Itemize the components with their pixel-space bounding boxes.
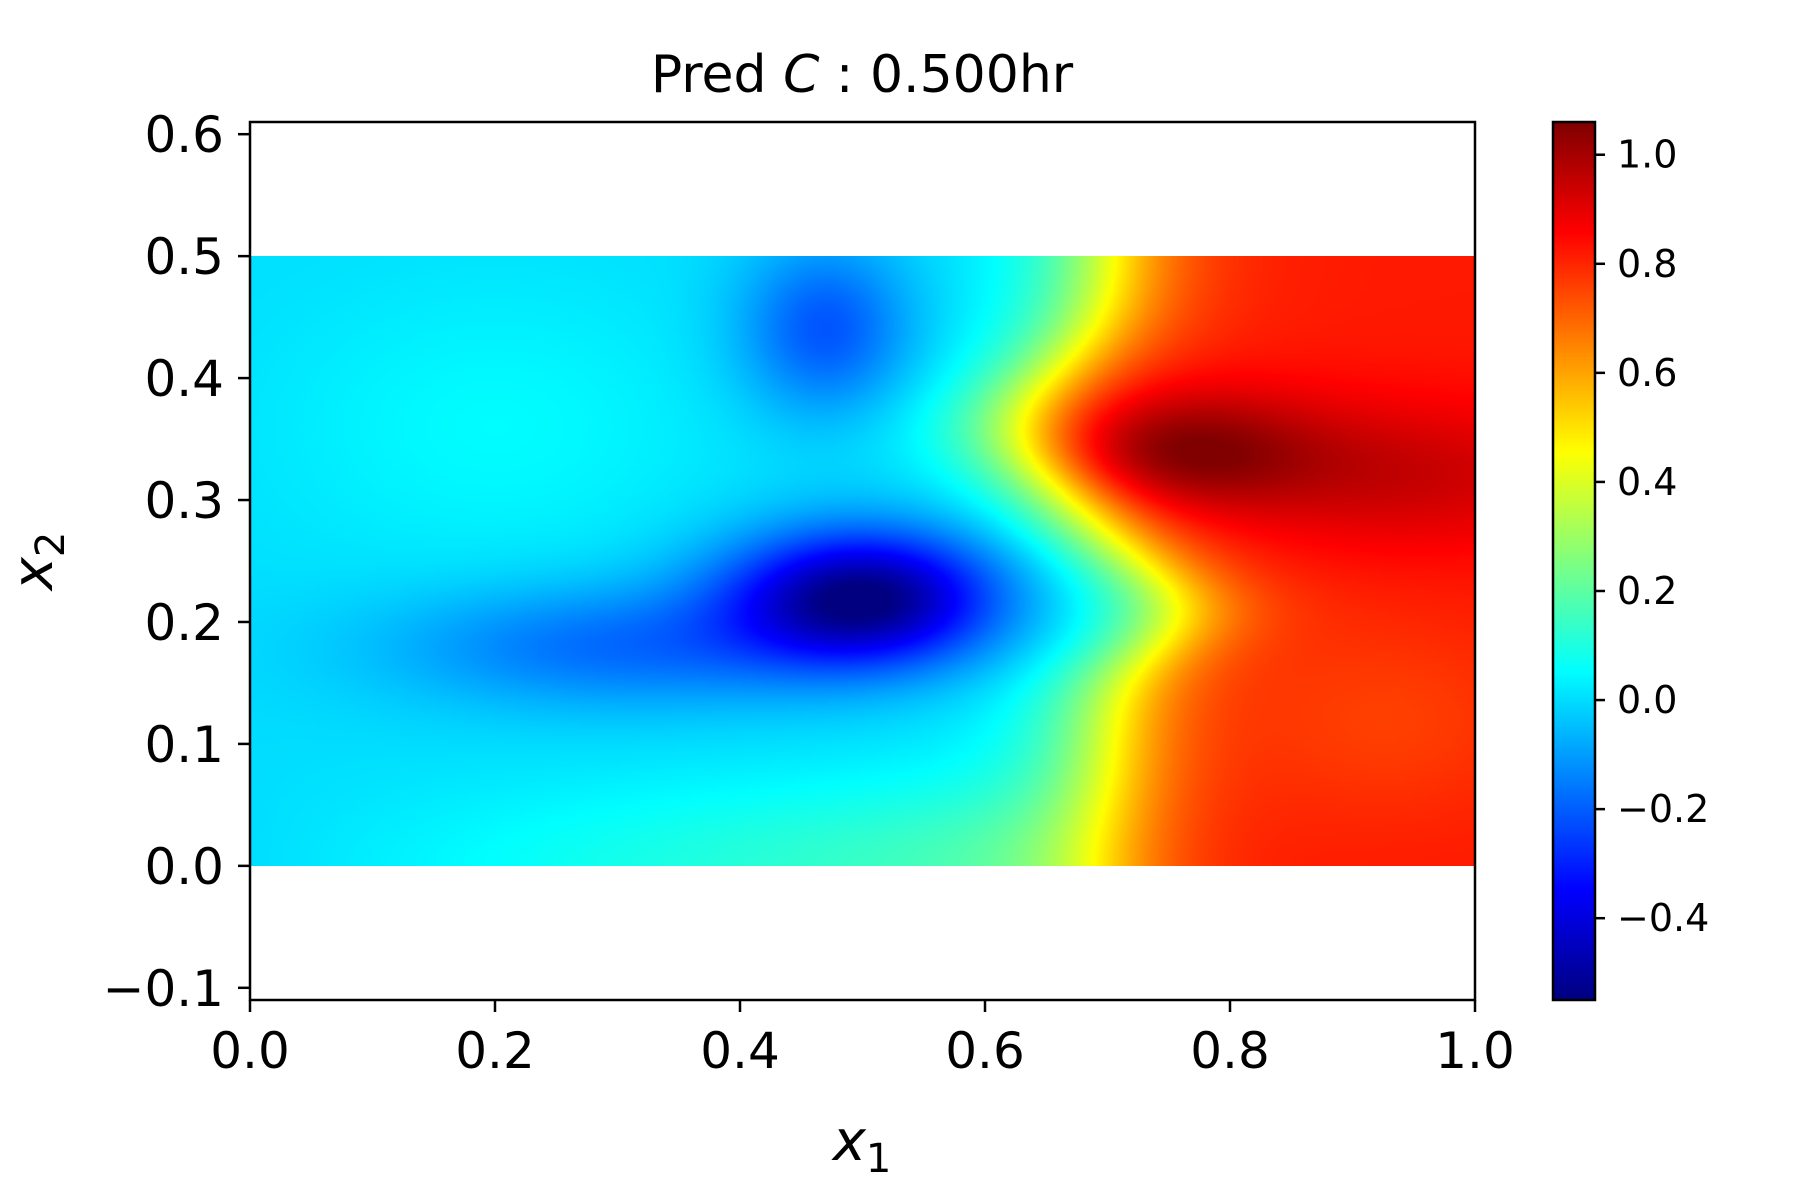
y-tick-label: 0.3 [144,472,224,530]
heatmap-field [250,256,1475,866]
x-tick-label: 0.0 [210,1022,290,1080]
x-tick-label: 0.6 [945,1022,1025,1080]
y-tick-label: 0.6 [144,106,224,164]
colorbar-tick-label: 0.0 [1617,678,1677,722]
x-tick-label: 0.8 [1190,1022,1270,1080]
colorbar-tick-label: −0.2 [1617,787,1709,831]
x-tick-label: 1.0 [1435,1022,1515,1080]
colorbar-frame [1551,120,1597,1002]
y-tick-label: 0.4 [144,350,224,408]
y-tick-label: 0.0 [144,838,224,896]
plot-frame [248,120,1477,1002]
colorbar-tick-label: 0.4 [1617,460,1677,504]
colorbar-tick-label: 0.8 [1617,242,1677,286]
x-tick-label: 0.4 [700,1022,780,1080]
y-tick-label: 0.5 [144,228,224,286]
colorbar-tick-label: 1.0 [1617,133,1677,177]
x-axis-ticks: 0.0 0.2 0.4 0.6 0.8 1.0 [210,1000,1515,1080]
x-axis-label: x1 [831,1109,892,1182]
y-tick-label: 0.1 [144,716,224,774]
y-tick-label: −0.1 [103,960,224,1018]
y-axis-ticks: −0.1 0.0 0.1 0.2 0.3 0.4 0.5 0.6 [103,106,250,1018]
colorbar-ticks: −0.4 −0.2 0.0 0.2 0.4 0.6 0.8 1.0 [1595,133,1709,940]
colorbar-tick-label: 0.6 [1617,351,1677,395]
chart-title: Pred C : 0.500hr [651,45,1074,105]
x-tick-label: 0.2 [455,1022,535,1080]
colorbar-tick-label: −0.4 [1617,896,1709,940]
y-tick-label: 0.2 [144,594,224,652]
y-axis-label: x2 [1,532,74,593]
colorbar-gradient [1553,122,1595,1000]
colorbar-tick-label: 0.2 [1617,569,1677,613]
